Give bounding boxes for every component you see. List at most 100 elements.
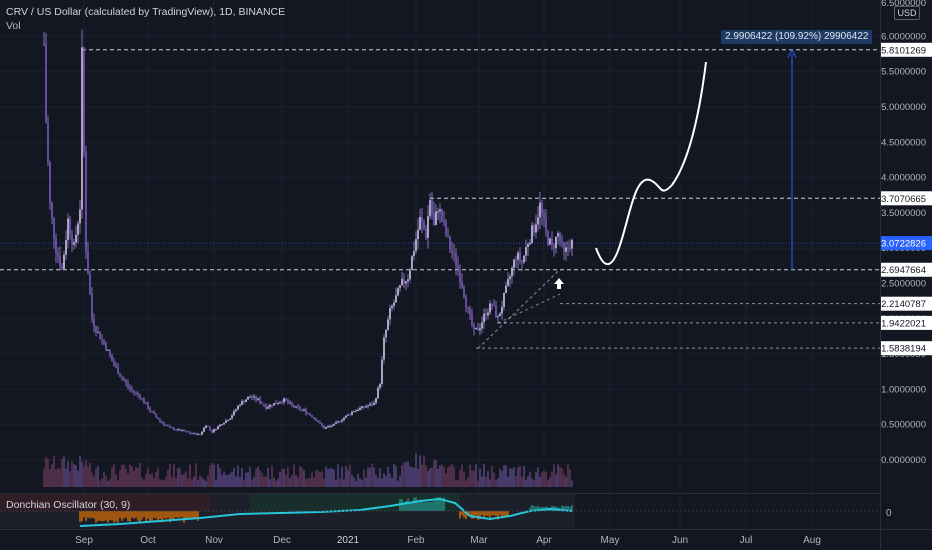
candle-body [439, 209, 441, 212]
candle-body [407, 279, 409, 282]
volume-bar [253, 476, 255, 487]
candle-body [245, 399, 247, 403]
volume-bar [421, 464, 423, 487]
oscillator-bar [139, 511, 141, 523]
volume-bar [403, 462, 405, 487]
oscillator-bar [423, 502, 425, 511]
candle-body [331, 425, 333, 427]
oscillator-bar [115, 511, 117, 522]
candle-body [45, 43, 47, 123]
time-tick-label: Mar [470, 535, 488, 546]
volume-bar [113, 464, 115, 487]
candle-body [163, 422, 165, 425]
candle-body [485, 313, 487, 316]
candle-body [299, 407, 301, 410]
oscillator-bar [117, 511, 119, 523]
level-lines [0, 49, 880, 349]
volume-bar [377, 478, 379, 487]
volume-bar [201, 477, 203, 487]
oscillator-bar [463, 511, 465, 518]
candle-body [189, 432, 191, 434]
volume-bar [217, 463, 219, 487]
candle-body [385, 330, 387, 338]
candle-body [215, 429, 217, 431]
oscillator-bar [99, 511, 101, 521]
volume-bar [551, 471, 553, 487]
oscillator-bar [419, 499, 421, 511]
volume-bar [461, 464, 463, 487]
oscillator-bar [531, 505, 533, 511]
candle-body [133, 390, 135, 393]
volume-bar [51, 464, 53, 487]
volume-bar [565, 476, 567, 487]
candle-body [263, 404, 265, 406]
candle-body [51, 203, 53, 218]
volume-bar [181, 474, 183, 487]
level-price-badge [881, 315, 932, 330]
oscillator-bar [431, 501, 433, 511]
candle-body [251, 396, 253, 398]
candle-body [139, 395, 141, 399]
candle-body [375, 398, 377, 403]
volume-bar [417, 468, 419, 487]
volume-bar [493, 472, 495, 487]
price-tick-label: 6.5000000 [881, 0, 926, 9]
volume-bar [503, 464, 505, 487]
oscillator-bar [403, 502, 405, 511]
candle-body [335, 422, 337, 424]
price-tick-label: 1.0000000 [881, 384, 926, 395]
candle-body [65, 239, 67, 255]
candle-body [323, 425, 325, 429]
oscillator-line [79, 497, 573, 527]
price-tick-label: 2.5000000 [881, 279, 926, 290]
candle-body [435, 211, 437, 226]
candle-body [505, 285, 507, 294]
volume-bar [109, 479, 111, 487]
volume-bar [59, 468, 61, 487]
candle-body [437, 211, 439, 213]
candle-body [451, 250, 453, 254]
volume-bar [395, 466, 397, 487]
oscillator-bar [87, 511, 89, 518]
candle-body [349, 414, 351, 416]
currency-button[interactable]: USD [894, 6, 920, 20]
candle-body [315, 418, 317, 421]
candle-body [535, 224, 537, 233]
candle-body [255, 396, 257, 400]
volume-bar [171, 477, 173, 487]
volume-bar [285, 475, 287, 487]
volume-bar [521, 476, 523, 487]
volume-bar [401, 465, 403, 487]
candle-body [171, 427, 173, 429]
candle-body [429, 200, 431, 217]
volume-bar [125, 468, 127, 487]
candle-body [397, 288, 399, 296]
oscillator-bar [171, 511, 173, 520]
oscillator-bar [101, 511, 103, 522]
volume-bar [295, 475, 297, 487]
volume-bar [485, 477, 487, 487]
symbol-title: CRV / US Dollar (calculated by TradingVi… [6, 6, 286, 18]
volume-bar [411, 467, 413, 487]
volume-bar [383, 473, 385, 487]
volume-bar [307, 478, 309, 487]
volume-bar [293, 464, 295, 487]
candle-body [59, 256, 61, 267]
trend-line[interactable] [477, 269, 561, 349]
volume-bar [209, 465, 211, 487]
oscillator-bar [441, 498, 443, 511]
volume-bar [159, 479, 161, 487]
oscillator-bar [131, 511, 133, 518]
candle-body [57, 253, 59, 257]
candle-body [301, 409, 303, 411]
candle-body [473, 325, 475, 330]
volume-bar [501, 470, 503, 487]
volume-bar [415, 453, 417, 487]
oscillator-bar [421, 501, 423, 511]
pane-separator[interactable] [0, 493, 880, 494]
volume-bar [75, 465, 77, 487]
volume-bar [163, 480, 165, 487]
oscillator-bar [143, 511, 145, 518]
projection-curve[interactable] [595, 61, 707, 266]
